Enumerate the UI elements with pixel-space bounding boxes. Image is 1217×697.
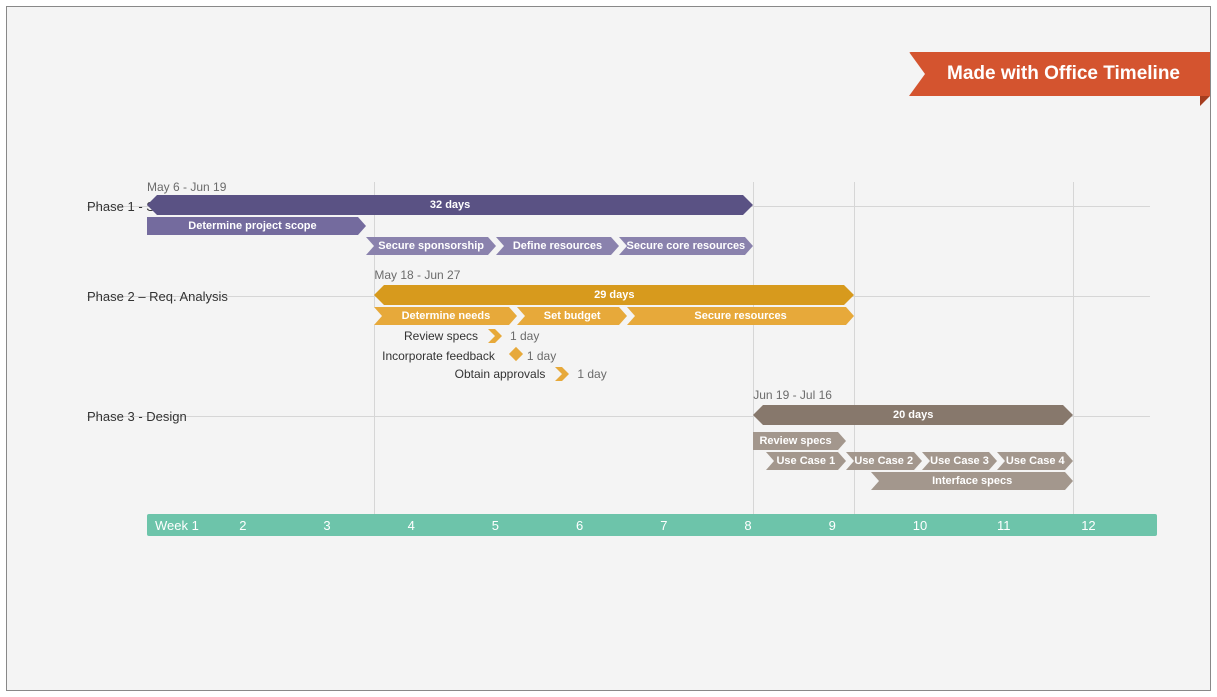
task-chevron: Use Case 3 <box>922 452 998 470</box>
summary-bar: 20 days <box>753 405 1073 425</box>
task-chevron: Set budget <box>517 307 626 325</box>
task-chevron: Secure resources <box>627 307 854 325</box>
milestone-duration: 1 day <box>527 349 556 363</box>
phase-label: Phase 2 – Req. Analysis <box>87 289 228 304</box>
milestone-row: Obtain approvals 1 day <box>7 365 1207 383</box>
summary-bar: 29 days <box>374 285 854 305</box>
date-range: Jun 19 - Jul 16 <box>753 388 832 402</box>
timescale-tick: 4 <box>408 518 415 533</box>
diamond-icon <box>509 347 523 361</box>
task-chevron: Use Case 1 <box>766 452 846 470</box>
timescale-tick: 11 <box>997 518 1011 533</box>
timescale-tick: 2 <box>239 518 246 533</box>
timescale-tick: 12 <box>1081 518 1095 533</box>
summary-bar: 32 days <box>147 195 753 215</box>
timescale-tick: 7 <box>660 518 667 533</box>
timescale-tick: 3 <box>323 518 330 533</box>
task-chevron: Secure core resources <box>619 237 754 255</box>
milestone-row: Review specs 1 day <box>7 327 1207 345</box>
milestone-label: Review specs <box>404 329 478 343</box>
milestone-label: Obtain approvals <box>455 367 546 381</box>
milestone-label: Incorporate feedback <box>382 349 495 363</box>
timescale-tick: 5 <box>492 518 499 533</box>
phase-label: Phase 3 - Design <box>87 409 187 424</box>
timescale-tick: 6 <box>576 518 583 533</box>
timescale: Week 1 2 3 4 5 6 7 8 9 10 11 12 <box>147 514 1157 536</box>
gantt-chart: Week 123456789101112Phase 1 - ScopeMay 6… <box>7 7 1210 690</box>
slide-background: Made with Office Timeline Week 123456789… <box>6 6 1211 691</box>
timescale-tick: Week 1 <box>155 518 199 533</box>
task-chevron: Determine project scope <box>147 217 366 235</box>
milestone-duration: 1 day <box>510 329 539 343</box>
date-range: May 6 - Jun 19 <box>147 180 226 194</box>
task-chevron: Use Case 2 <box>846 452 922 470</box>
chevron-icon <box>555 367 569 381</box>
task-chevron: Review specs <box>753 432 846 450</box>
task-chevron: Define resources <box>496 237 618 255</box>
task-chevron: Interface specs <box>871 472 1073 490</box>
timescale-tick: 9 <box>829 518 836 533</box>
timescale-tick: 8 <box>744 518 751 533</box>
milestone-row: Incorporate feedback 1 day <box>7 347 1207 365</box>
task-chevron: Determine needs <box>374 307 517 325</box>
task-chevron: Secure sponsorship <box>366 237 497 255</box>
task-chevron: Use Case 4 <box>997 452 1073 470</box>
timescale-tick: 10 <box>913 518 927 533</box>
date-range: May 18 - Jun 27 <box>374 268 460 282</box>
milestone-duration: 1 day <box>577 367 606 381</box>
chevron-icon <box>488 329 502 343</box>
